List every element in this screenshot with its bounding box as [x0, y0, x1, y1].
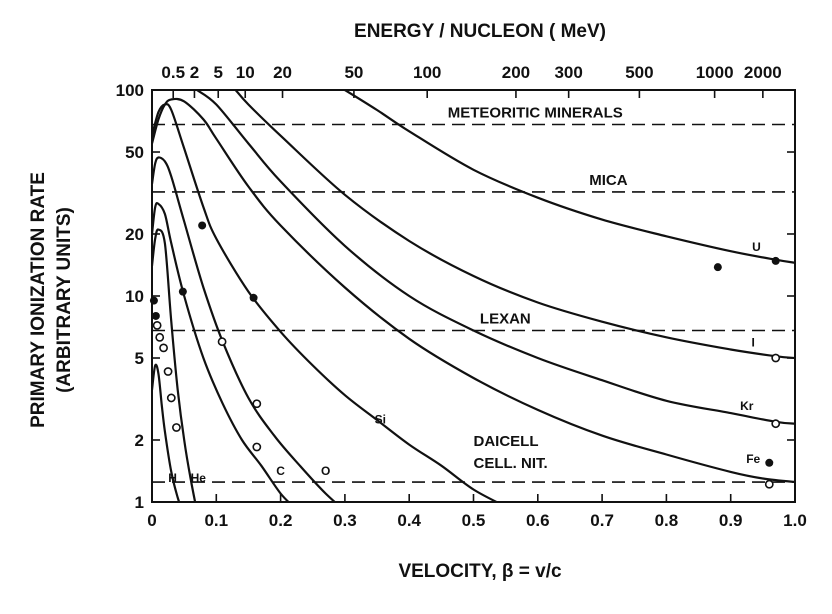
series-line-u: [344, 90, 795, 264]
series-line-i: [234, 90, 795, 360]
top-tick-label: 20: [273, 63, 292, 82]
data-point-filled: [149, 296, 158, 305]
series-label-he: He: [191, 471, 207, 485]
series-label-c: C: [276, 464, 285, 478]
top-tick-label: 10: [236, 63, 255, 82]
y-tick-label: 5: [135, 349, 144, 368]
x-tick-label: 0.5: [462, 511, 486, 530]
data-point-open: [764, 479, 774, 489]
x-tick-label: 0.8: [655, 511, 679, 530]
series-line-o: [152, 156, 337, 502]
data-point-open: [252, 442, 262, 452]
data-point-filled: [198, 221, 207, 230]
data-point-open: [172, 423, 181, 432]
data-point-open: [152, 320, 162, 330]
x-tick-label: 0.4: [397, 511, 421, 530]
data-point-filled: [771, 256, 780, 265]
data-point-open: [166, 393, 176, 403]
top-tick-label: 200: [502, 63, 530, 82]
series-label-h: H: [168, 471, 177, 485]
top-tick-label: 1000: [696, 63, 734, 82]
x-tick-label: 0.3: [333, 511, 357, 530]
data-point-open: [163, 367, 173, 376]
x-tick-label: 0: [147, 511, 156, 530]
y-tick-label: 100: [116, 81, 144, 100]
y-axis-subtitle: (ARBITRARY UNITS): [54, 207, 75, 393]
x-tick-label: 0.7: [590, 511, 614, 530]
threshold-label: METEORITIC MINERALS: [448, 105, 623, 122]
top-tick-label: 2000: [744, 63, 782, 82]
top-axis-title: ENERGY / NUCLEON ( MeV): [354, 21, 606, 42]
data-point-filled: [249, 293, 258, 302]
data-point-filled: [765, 458, 774, 467]
y-tick-label: 20: [125, 225, 144, 244]
threshold-label: MICA: [589, 172, 627, 189]
data-point-open: [159, 343, 168, 353]
y-axis-title: PRIMARY IONIZATION RATE: [28, 172, 49, 428]
top-tick-label: 500: [625, 63, 653, 82]
data-point-filled: [178, 287, 187, 296]
x-tick-label: 0.1: [204, 511, 228, 530]
series-line-si: [152, 103, 500, 502]
threshold-label: DAICELL: [474, 433, 539, 450]
data-point-open: [217, 337, 227, 347]
threshold-label-2: CELL. NIT.: [474, 455, 548, 472]
data-point-open: [155, 332, 165, 342]
x-axis-title: VELOCITY, β = v/c: [398, 561, 562, 582]
series-line-h: [152, 363, 181, 502]
x-tick-label: 1.0: [783, 511, 807, 530]
data-point-open: [252, 399, 262, 409]
top-tick-label: 300: [554, 63, 582, 82]
y-tick-label: 1: [135, 493, 144, 512]
x-tick-label: 0.9: [719, 511, 743, 530]
data-point-filled: [151, 311, 160, 320]
series-line-he: [152, 228, 197, 502]
plot-layer: 0 0.1 0.2 0.3 0.4 0.5 0.6 0.7 0.8 0.9 1.0125102050…: [116, 63, 807, 530]
top-tick-label: 0.5: [161, 63, 185, 82]
y-tick-label: 10: [125, 287, 144, 306]
x-tick-label: 0.6: [526, 511, 550, 530]
series-label-i: I: [752, 335, 755, 349]
top-tick-label: 5: [213, 63, 222, 82]
data-point-filled: [713, 263, 722, 272]
threshold-label: LEXAN: [480, 311, 531, 328]
series-line-c: [152, 202, 291, 502]
top-tick-label: 2: [190, 63, 199, 82]
x-tick-label: 0.2: [269, 511, 293, 530]
series-label-u: U: [752, 240, 761, 254]
series-label-fe: Fe: [746, 452, 760, 466]
data-point-open: [771, 353, 781, 363]
top-tick-label: 100: [413, 63, 441, 82]
data-point-open: [771, 419, 781, 429]
series-label-kr: Kr: [740, 399, 754, 413]
top-tick-label: 50: [344, 63, 363, 82]
series-line-kr: [196, 90, 795, 425]
y-tick-label: 50: [125, 143, 144, 162]
series-label-si: Si: [375, 413, 386, 427]
series-label-o: O: [321, 464, 330, 478]
series-line-fe: [152, 97, 795, 484]
y-tick-label: 2: [135, 431, 144, 450]
